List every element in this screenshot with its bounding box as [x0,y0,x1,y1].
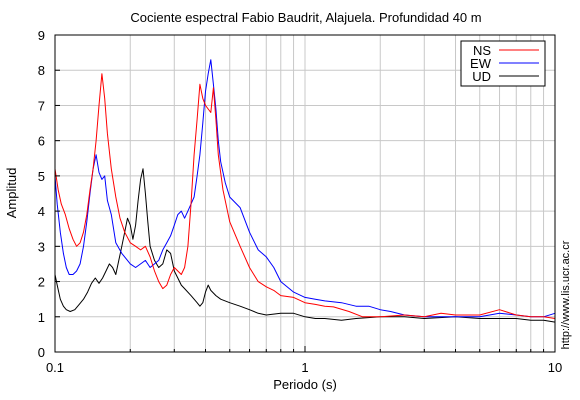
y-axis-label: Amplitud [4,168,19,219]
series-line-ns [54,73,556,319]
y-tick-label: 3 [38,239,45,254]
y-tick-label: 6 [38,134,45,149]
grid [54,34,555,353]
y-tick-label: 0 [38,345,45,360]
x-tick-label: 10 [548,360,562,375]
side-url-note: http://www.lis.ucr.ac.cr [560,240,572,349]
legend-label-ew: EW [470,56,492,71]
x-tick-label: 1 [301,360,308,375]
y-tick-label: 1 [38,310,45,325]
y-tick-label: 5 [38,169,45,184]
series-line-ew [54,59,556,318]
chart-title: Cociente espectral Fabio Baudrit, Alajue… [130,10,481,25]
x-axis-label: Periodo (s) [273,377,337,392]
x-tick-label: 0.1 [46,360,64,375]
y-tick-label: 9 [38,28,45,43]
series-layer [54,59,556,323]
y-tick-label: 4 [38,204,45,219]
y-tick-label: 7 [38,98,45,113]
axes: 0 1 2 3 4 5 6 7 8 9 0.1 1 10 [38,28,562,375]
legend-label-ns: NS [473,43,491,58]
legend-label-ud: UD [472,69,491,84]
y-tick-label: 2 [38,275,45,290]
y-tick-label: 8 [38,63,45,78]
series-line-ud [54,168,556,323]
